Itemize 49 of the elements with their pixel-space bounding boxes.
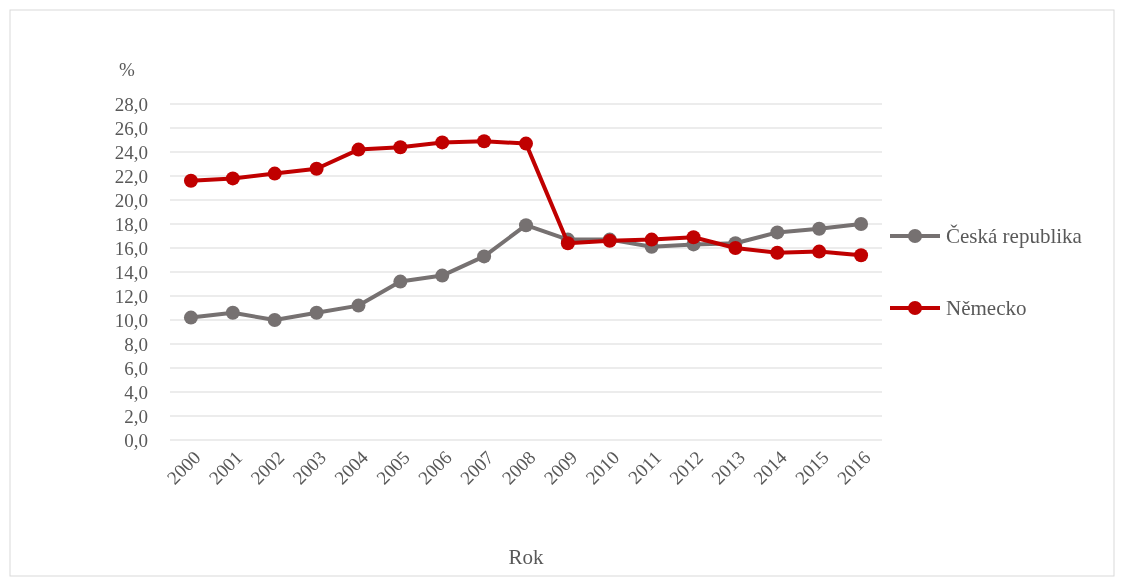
y-tick-label: 8,0 (124, 333, 148, 355)
point (309, 161, 324, 176)
point (225, 305, 240, 320)
y-tick-label: 2,0 (124, 405, 148, 427)
y-tick-label: 10,0 (114, 309, 148, 331)
point (267, 166, 282, 181)
y-tick-label: 24,0 (114, 141, 148, 163)
point (519, 218, 533, 233)
point (854, 248, 869, 263)
point (393, 140, 408, 155)
point (854, 217, 869, 231)
point (560, 236, 575, 251)
point (770, 245, 785, 260)
x-tick-label: 2001 (204, 446, 247, 489)
point (644, 232, 659, 247)
point (519, 136, 533, 151)
point (183, 173, 198, 188)
y-tick-label: 22,0 (114, 165, 148, 187)
x-tick-label: 2011 (623, 446, 666, 488)
point (225, 171, 240, 186)
point (183, 310, 198, 325)
y-tick-label: 4,0 (124, 381, 148, 403)
y-tick-label: 14,0 (114, 261, 148, 283)
y-tick-label: 16,0 (114, 237, 148, 259)
point (812, 221, 827, 236)
y-tick-label: 20,0 (114, 189, 148, 211)
y-tick-label: 18,0 (114, 213, 148, 235)
point (435, 268, 450, 283)
point (435, 135, 450, 150)
point (728, 241, 743, 255)
y-tick-label: 26,0 (114, 117, 148, 139)
point (477, 249, 492, 264)
point (686, 230, 701, 245)
point (770, 225, 785, 240)
point (267, 313, 282, 327)
legend-label: Česká republika (946, 224, 1083, 249)
point (812, 244, 827, 259)
legend-label: Německo (946, 296, 1027, 321)
point (393, 274, 408, 289)
y-axis-title: % (119, 59, 136, 80)
point (351, 142, 366, 157)
y-tick-label: 28,0 (114, 93, 148, 115)
point (309, 305, 324, 320)
y-tick-label: 12,0 (114, 285, 148, 307)
y-tick-label: 0,0 (124, 429, 148, 451)
y-tick-label: 6,0 (124, 357, 148, 379)
x-axis-title: Rok (508, 545, 544, 569)
point (351, 298, 366, 313)
point (477, 134, 492, 149)
